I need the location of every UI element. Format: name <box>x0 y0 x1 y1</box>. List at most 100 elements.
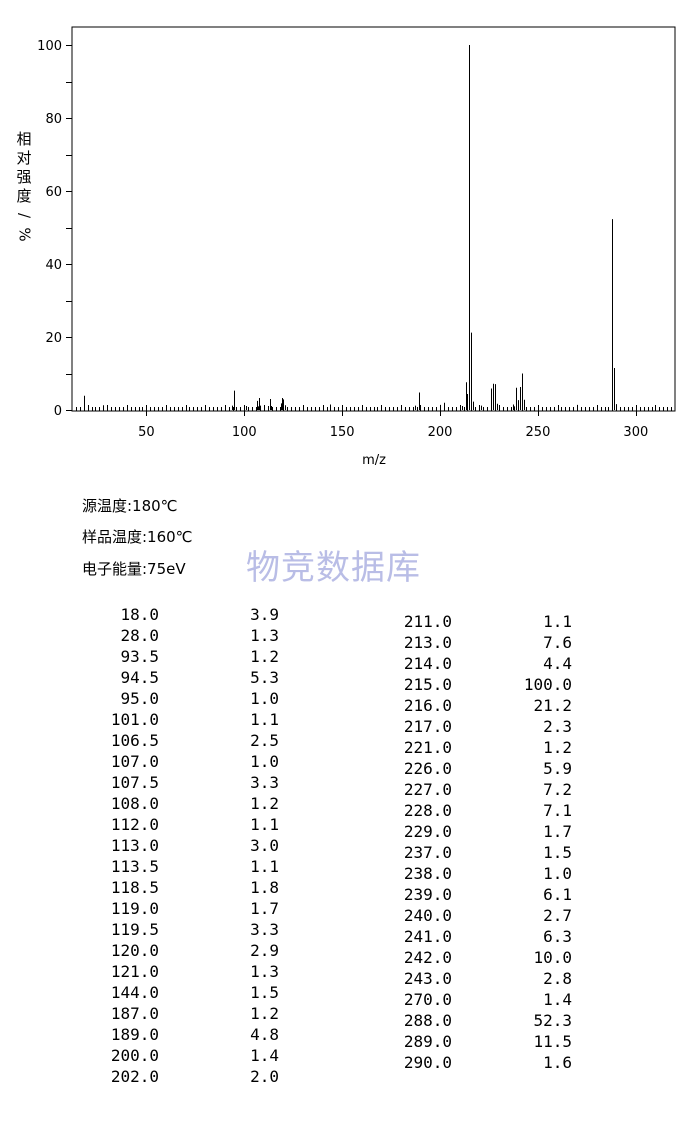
peak-abundance: 1.5 <box>250 983 279 1002</box>
peak-abundance: 1.0 <box>543 864 572 883</box>
peak-mz: 200.0 <box>110 1046 159 1065</box>
x-tick-label: 300 <box>623 425 648 440</box>
peak-abundance: 1.2 <box>250 647 279 666</box>
x-tick-label: 100 <box>232 425 257 440</box>
peak-mz: 95.0 <box>120 689 159 708</box>
peak-abundance: 5.3 <box>250 668 279 687</box>
peak-mz: 238.0 <box>403 864 452 883</box>
peak-table-row: 202.0 2.0 <box>89 1067 279 1088</box>
peak-mz: 187.0 <box>110 1004 159 1023</box>
peak-table-row: 106.5 2.5 <box>89 731 279 752</box>
peak-table-row: 241.0 6.3 <box>382 927 572 948</box>
x-tick-label: 200 <box>428 425 453 440</box>
peak-table-row: 290.0 1.6 <box>382 1053 572 1074</box>
peak-abundance: 1.1 <box>250 710 279 729</box>
peak-mz: 144.0 <box>110 983 159 1002</box>
y-axis-label-char: % <box>15 227 34 242</box>
y-axis-label-char: 强 <box>16 168 32 186</box>
peak-mz: 214.0 <box>403 654 452 673</box>
peak-mz: 101.0 <box>110 710 159 729</box>
peak-abundance: 6.3 <box>543 927 572 946</box>
peak-table-row: 239.0 6.1 <box>382 885 572 906</box>
peak-table-row: 112.0 1.1 <box>89 815 279 836</box>
peak-abundance: 1.1 <box>543 612 572 631</box>
peak-abundance: 2.5 <box>250 731 279 750</box>
peak-abundance: 4.4 <box>543 654 572 673</box>
peak-table-row: 144.0 1.5 <box>89 983 279 1004</box>
mass-spectrum-chart: 50 100 150 200 250 300 0 20 40 60 80 100 m/z <box>37 26 676 468</box>
watermark: 物竞数据库 <box>246 548 421 588</box>
peak-mz: 119.0 <box>110 899 159 918</box>
peak-abundance: 1.4 <box>543 990 572 1009</box>
y-axis-label-char: 对 <box>16 149 32 167</box>
peak-table-row: 101.0 1.1 <box>89 710 279 731</box>
peak-mz: 237.0 <box>403 843 452 862</box>
peak-table-row: 121.0 1.3 <box>89 962 279 983</box>
peak-table-row: 118.5 1.8 <box>89 878 279 899</box>
peak-mz: 28.0 <box>120 626 159 645</box>
peak-mz: 242.0 <box>403 948 452 967</box>
peak-mz: 239.0 <box>403 885 452 904</box>
peak-table-row: 200.0 1.4 <box>89 1046 279 1067</box>
electron-energy: 电子能量:75eV <box>82 560 186 578</box>
y-tick-label: 60 <box>45 185 62 200</box>
peak-table-row: 189.0 4.8 <box>89 1025 279 1046</box>
y-axis-label: 相 对 强 度 / % <box>14 130 34 244</box>
peak-abundance: 6.1 <box>543 885 572 904</box>
peak-mz: 213.0 <box>403 633 452 652</box>
peak-abundance: 1.2 <box>543 738 572 757</box>
peak-abundance: 7.1 <box>543 801 572 820</box>
peak-abundance: 3.9 <box>250 605 279 624</box>
peak-abundance: 10.0 <box>533 948 572 967</box>
y-tick-label: 0 <box>54 404 62 419</box>
peak-abundance: 2.3 <box>543 717 572 736</box>
plot-frame <box>71 26 676 412</box>
peak-table-row: 288.0 52.3 <box>382 1011 572 1032</box>
x-axis-label: m/z <box>362 453 386 468</box>
y-tick-label: 100 <box>37 39 62 54</box>
peak-mz: 211.0 <box>403 612 452 631</box>
peak-mz: 119.5 <box>110 920 159 939</box>
peak-abundance: 1.7 <box>543 822 572 841</box>
peak-mz: 18.0 <box>120 605 159 624</box>
peak-table-row: 243.0 2.8 <box>382 969 572 990</box>
peak-table-row: 187.0 1.2 <box>89 1004 279 1025</box>
peak-abundance: 3.0 <box>250 836 279 855</box>
peak-mz: 226.0 <box>403 759 452 778</box>
peak-abundance: 4.8 <box>250 1025 279 1044</box>
peak-mz: 216.0 <box>403 696 452 715</box>
y-tick-label: 80 <box>45 112 62 127</box>
peak-mz: 106.5 <box>110 731 159 750</box>
peak-mz: 113.5 <box>110 857 159 876</box>
peak-table-row: 113.5 1.1 <box>89 857 279 878</box>
peak-mz: 240.0 <box>403 906 452 925</box>
peak-abundance: 11.5 <box>533 1032 572 1051</box>
peak-table-row: 217.0 2.3 <box>382 717 572 738</box>
peak-mz: 229.0 <box>403 822 452 841</box>
peak-table-row: 214.0 4.4 <box>382 654 572 675</box>
y-tick-label: 40 <box>45 258 62 273</box>
peak-abundance: 1.8 <box>250 878 279 897</box>
peak-table-row: 18.0 3.9 <box>89 605 279 626</box>
peak-table-row: 240.0 2.7 <box>382 906 572 927</box>
peak-abundance: 52.3 <box>533 1011 572 1030</box>
y-axis-label-char: 相 <box>16 130 32 148</box>
peak-mz: 189.0 <box>110 1025 159 1044</box>
peak-abundance: 7.6 <box>543 633 572 652</box>
peak-mz: 290.0 <box>403 1053 452 1072</box>
peak-abundance: 1.1 <box>250 815 279 834</box>
peak-mz: 93.5 <box>120 647 159 666</box>
peak-mz: 215.0 <box>403 675 452 694</box>
peak-table-row: 94.5 5.3 <box>89 668 279 689</box>
peak-abundance: 2.8 <box>543 969 572 988</box>
peak-table-row: 119.0 1.7 <box>89 899 279 920</box>
peak-mz: 288.0 <box>403 1011 452 1030</box>
peak-table-row: 270.0 1.4 <box>382 990 572 1011</box>
axis-ticks: 50 100 150 200 250 300 0 20 40 60 80 100 <box>37 39 672 440</box>
peak-mz: 108.0 <box>110 794 159 813</box>
peak-abundance: 2.7 <box>543 906 572 925</box>
peak-table-row: 216.0 21.2 <box>382 696 572 717</box>
peak-table-row: 107.0 1.0 <box>89 752 279 773</box>
peak-table-row: 119.5 3.3 <box>89 920 279 941</box>
peak-mz: 270.0 <box>403 990 452 1009</box>
